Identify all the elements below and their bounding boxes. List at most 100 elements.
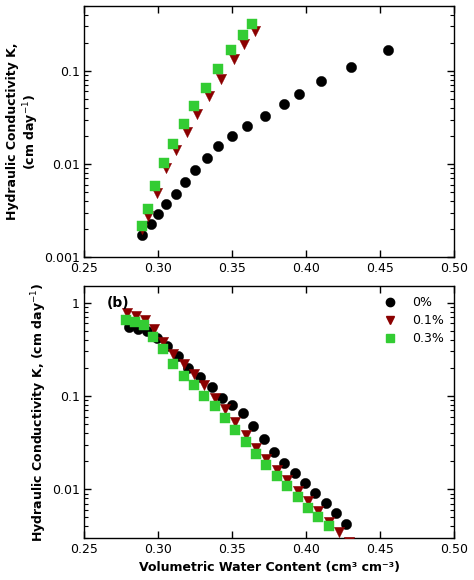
Point <box>252 449 260 458</box>
Point <box>325 522 332 531</box>
Point <box>190 102 198 111</box>
Point <box>138 230 146 240</box>
Point <box>191 165 199 175</box>
Point <box>301 478 309 487</box>
Point <box>219 393 226 403</box>
Point <box>291 468 299 477</box>
Point <box>295 89 303 99</box>
Point <box>283 476 291 485</box>
Point <box>252 443 260 452</box>
Point <box>281 459 288 468</box>
Point <box>159 337 167 346</box>
Point <box>240 39 248 48</box>
Point <box>132 311 140 321</box>
Point <box>228 131 236 140</box>
Point <box>144 204 152 213</box>
Point <box>244 121 251 130</box>
Point <box>205 92 212 101</box>
Point <box>147 219 155 228</box>
Point <box>159 344 167 353</box>
Point <box>251 26 258 35</box>
Point <box>190 370 198 379</box>
Point <box>249 421 257 430</box>
Point <box>125 322 133 332</box>
Point <box>273 471 281 480</box>
Point <box>239 409 246 418</box>
Point <box>239 31 246 40</box>
Point <box>311 488 319 497</box>
Point <box>122 316 130 325</box>
Point <box>263 461 270 470</box>
Point <box>170 360 177 369</box>
Point <box>242 430 249 440</box>
Point <box>164 342 171 351</box>
Point <box>260 434 267 443</box>
Point <box>347 62 355 71</box>
Point <box>314 507 322 516</box>
Point <box>180 371 187 380</box>
Point <box>217 74 224 84</box>
Point <box>208 382 216 392</box>
Point <box>294 487 301 496</box>
Point <box>152 182 159 191</box>
Point <box>211 401 219 411</box>
Point <box>335 527 343 536</box>
Point <box>346 538 353 547</box>
Point <box>173 189 180 198</box>
Point <box>384 46 392 55</box>
Y-axis label: Hydraulic Conductivity K, (cm day$^{-1}$): Hydraulic Conductivity K, (cm day$^{-1}$… <box>29 282 49 542</box>
Point <box>162 164 170 173</box>
Point <box>232 426 239 435</box>
Point <box>144 211 152 220</box>
Point <box>184 363 192 372</box>
Point <box>131 317 138 327</box>
Point <box>325 517 332 526</box>
Point <box>153 188 161 198</box>
Point <box>263 455 270 464</box>
Point <box>211 393 219 403</box>
Point <box>230 54 238 63</box>
Point <box>138 222 146 231</box>
Point <box>304 496 312 506</box>
Point <box>332 509 340 518</box>
Point <box>180 119 187 128</box>
Point <box>141 316 149 325</box>
Point <box>228 400 236 409</box>
Point <box>173 146 180 155</box>
Point <box>190 380 198 390</box>
Legend: 0%, 0.1%, 0.3%: 0%, 0.1%, 0.3% <box>374 292 448 349</box>
Point <box>281 99 288 108</box>
Point <box>232 418 239 427</box>
X-axis label: Volumetric Water Content (cm³ cm⁻³): Volumetric Water Content (cm³ cm⁻³) <box>139 561 400 574</box>
Y-axis label: Hydraulic Conductivity K,
(cm day$^{-1}$): Hydraulic Conductivity K, (cm day$^{-1}$… <box>6 43 41 220</box>
Point <box>214 142 221 151</box>
Point <box>261 111 269 120</box>
Point <box>170 350 177 359</box>
Point <box>124 308 131 317</box>
Point <box>270 448 278 457</box>
Point <box>322 498 329 507</box>
Point <box>150 325 158 334</box>
Point <box>201 380 208 390</box>
Point <box>138 224 146 234</box>
Point <box>193 110 201 119</box>
Point <box>180 360 187 369</box>
Text: (b): (b) <box>107 296 129 310</box>
Point <box>318 76 325 85</box>
Point <box>140 321 147 330</box>
Point <box>343 520 350 529</box>
Point <box>221 414 229 423</box>
Point <box>183 128 191 137</box>
Point <box>273 466 281 475</box>
Point <box>196 372 204 382</box>
Point <box>203 154 211 163</box>
Point <box>304 503 312 513</box>
Point <box>221 405 229 414</box>
Point <box>283 481 291 491</box>
Point <box>248 19 255 28</box>
Point <box>202 83 210 92</box>
Point <box>227 45 235 55</box>
Point <box>149 332 156 342</box>
Point <box>161 158 168 168</box>
Point <box>134 325 142 334</box>
